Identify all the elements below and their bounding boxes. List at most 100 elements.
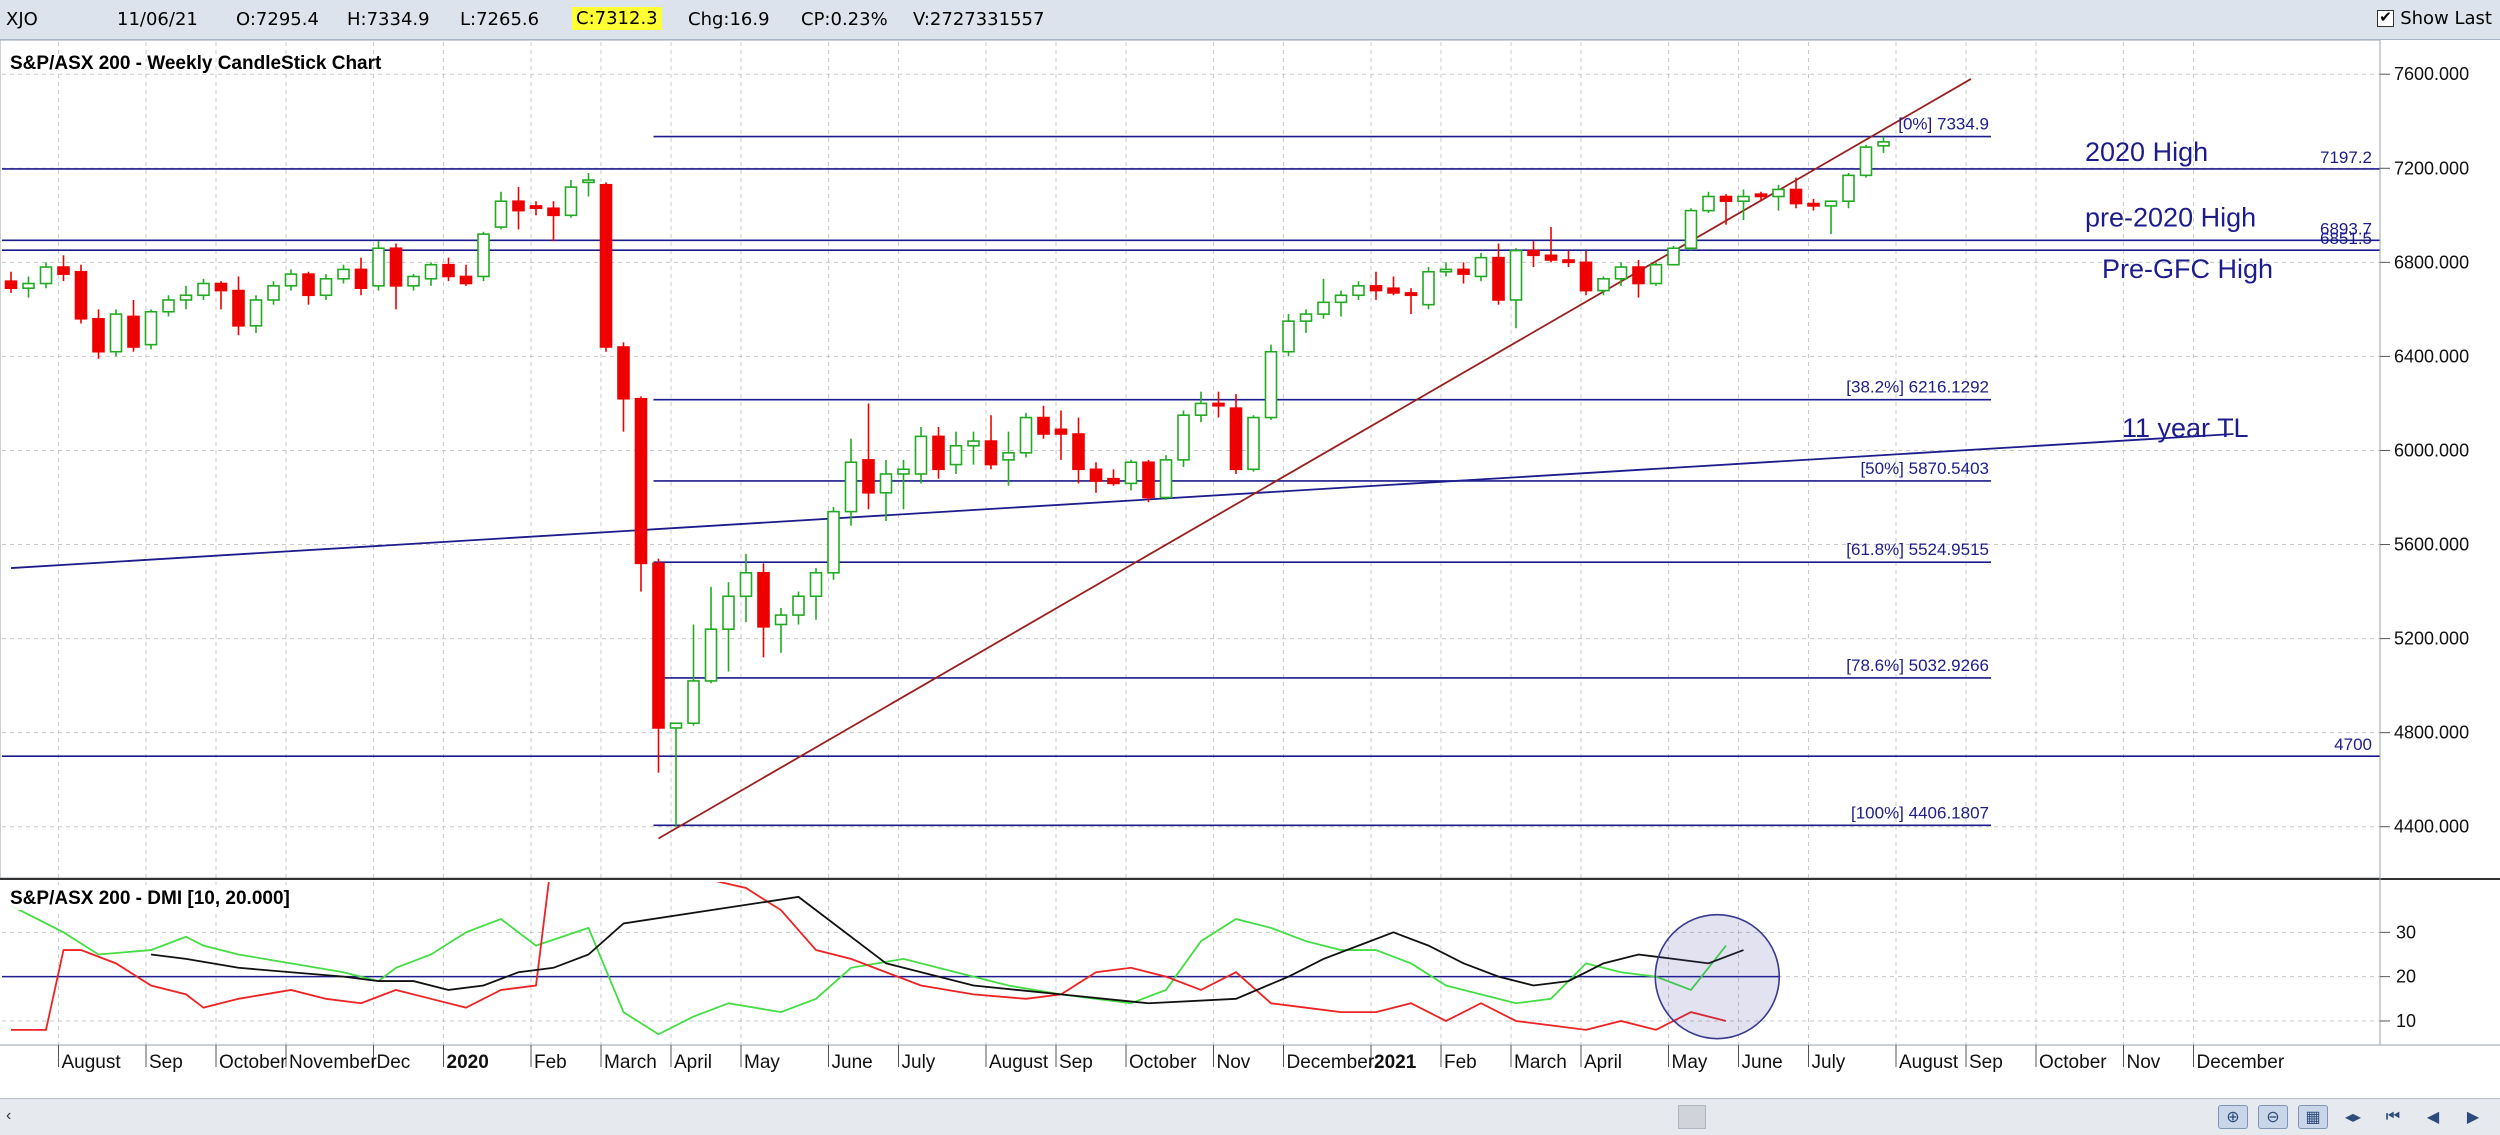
candle — [354, 257, 368, 296]
x-tick-label: March — [604, 1052, 657, 1073]
candle-body-down — [354, 268, 368, 290]
dmi-tick-label: 30 — [2396, 922, 2416, 942]
candle — [1527, 241, 1540, 268]
scroll-left-icon[interactable]: ‹ — [6, 1107, 12, 1124]
scroll-both-icon[interactable]: ◂▸ — [2344, 1109, 2362, 1126]
candle-body-down — [599, 183, 613, 348]
candle-body-up — [407, 275, 420, 287]
scroll-start-icon[interactable]: ⏮ — [2385, 1108, 2401, 1125]
level-callout: pre-2020 High — [2085, 202, 2256, 232]
candle — [1177, 410, 1190, 467]
x-tick-label: October — [1129, 1052, 1197, 1073]
x-tick-label: August — [989, 1052, 1049, 1073]
candle — [1684, 208, 1698, 251]
candle — [1282, 314, 1295, 357]
candle — [74, 264, 88, 324]
fib-level-label: [61.8%] 5524.9515 — [1846, 540, 1989, 559]
x-tick-label: October — [2039, 1052, 2107, 1073]
candle — [1702, 191, 1715, 213]
fib-level-label: [0%] 7334.9 — [1898, 115, 1989, 134]
candle-body-up — [1737, 195, 1750, 203]
x-tick-label: December — [2197, 1052, 2285, 1073]
candle-body-down — [1544, 254, 1558, 261]
quote-toolbar: XJO 11/06/21 O:7295.4 H:7334.9 L:7265.6 … — [0, 0, 2500, 40]
candle-body-up — [372, 247, 385, 287]
candle — [4, 271, 18, 293]
candle-body-down — [1142, 461, 1155, 499]
x-tick-label: Feb — [534, 1052, 567, 1073]
candle — [1772, 184, 1785, 211]
candle-body-up — [1474, 256, 1488, 278]
candle — [967, 431, 980, 465]
candle-body-up — [319, 278, 333, 297]
x-tick-label: April — [674, 1052, 712, 1073]
candle — [424, 262, 438, 286]
candle-body-down — [4, 280, 18, 290]
zoom-in-icon[interactable]: ⊕ — [2218, 1105, 2248, 1129]
candle-body-up — [1194, 402, 1208, 416]
x-tick-label: Nov — [1217, 1052, 1251, 1073]
candle-body-up — [739, 571, 753, 598]
candle-body-up — [1247, 416, 1260, 471]
zoom-out-icon[interactable]: ⊖ — [2258, 1105, 2288, 1129]
scroll-back-icon[interactable]: ◀ — [2426, 1109, 2440, 1126]
candle-body-down — [862, 459, 875, 494]
candle-body-down — [1754, 193, 1768, 198]
x-tick-label: November — [289, 1052, 377, 1073]
chart-area[interactable]: August Sep October November Dec 2020 Feb March A… — [0, 40, 2500, 1098]
dmi-pane[interactable] — [2, 844, 1781, 1040]
candle — [1229, 394, 1243, 474]
candle-body-down — [92, 317, 105, 353]
candle — [1754, 191, 1768, 202]
x-tick-label: October — [219, 1052, 287, 1073]
candle-body-down — [1037, 416, 1050, 435]
x-tick-label: Nov — [2127, 1052, 2161, 1073]
candle — [249, 295, 263, 333]
candle — [582, 172, 595, 197]
candle — [1457, 262, 1470, 284]
candle-body-up — [337, 268, 350, 280]
candle-body-up — [1667, 247, 1680, 266]
x-tick-label: Sep — [1059, 1052, 1093, 1073]
candle-body-up — [1597, 278, 1610, 292]
candle — [1859, 144, 1873, 178]
x-tick-label: 2021 — [1374, 1052, 1417, 1073]
candle — [179, 285, 193, 310]
price-pane[interactable] — [2, 78, 2380, 840]
candle-body-down — [1054, 428, 1068, 435]
candle — [914, 426, 928, 484]
horizontal-level-label: 4700 — [2334, 735, 2372, 754]
show-last-checkbox[interactable] — [2377, 8, 2395, 27]
fit-chart-icon[interactable]: ▦ — [2298, 1105, 2328, 1129]
candle — [1614, 262, 1628, 286]
candle — [214, 281, 228, 310]
candle-body-down — [634, 397, 648, 565]
candle-body-down — [127, 315, 140, 348]
candle-body-down — [1072, 433, 1085, 471]
show-last-toggle[interactable]: Show Last — [2377, 8, 2492, 29]
scroll-thumb[interactable] — [1678, 1105, 1706, 1129]
candle-body-up — [809, 571, 823, 598]
x-tick-label: May — [1672, 1052, 1708, 1073]
candle-body-down — [442, 263, 455, 278]
candle — [1719, 194, 1733, 225]
scroll-forward-icon[interactable]: ▶ — [2466, 1109, 2480, 1126]
candle-body-up — [1702, 195, 1715, 212]
candle-body-up — [1124, 461, 1138, 485]
x-tick-label: 2020 — [447, 1052, 489, 1073]
chart-scrollbar[interactable]: ‹ ⊕ ⊖ ▦ ◂▸ ⏮ ◀ ▶ — [0, 1098, 2500, 1135]
candle — [1789, 177, 1803, 209]
x-tick-label: Sep — [1969, 1052, 2003, 1073]
candle — [1334, 290, 1348, 317]
chart-labels: August Sep October November Dec 2020 Feb March A… — [4, 53, 2469, 1073]
x-tick-label: July — [902, 1052, 936, 1073]
candle-body-up — [109, 313, 123, 353]
candle — [459, 264, 473, 286]
candle-body-up — [1509, 249, 1523, 301]
candle — [1422, 267, 1435, 310]
candle — [984, 415, 998, 470]
candle-body-up — [1842, 174, 1855, 203]
candle-body-up — [564, 186, 578, 217]
fib-level-label: [100%] 4406.1807 — [1851, 803, 1989, 822]
candle-body-up — [879, 473, 893, 494]
